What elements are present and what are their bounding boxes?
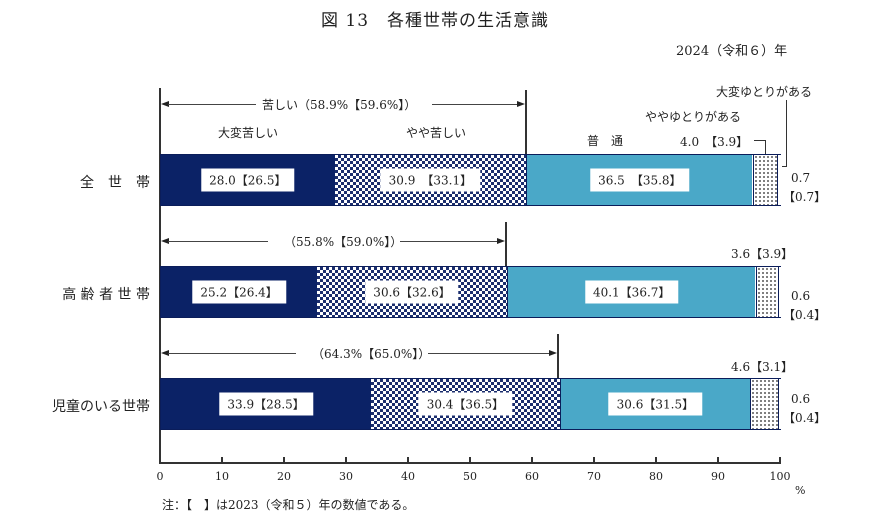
tick-label: 60 bbox=[525, 470, 539, 483]
tick-label: 40 bbox=[401, 470, 415, 483]
tick-label: 100 bbox=[769, 470, 791, 483]
chart-title: 図 13 各種世帯の生活意識 bbox=[320, 11, 550, 31]
tick bbox=[779, 457, 781, 462]
segment-very-comfortable bbox=[777, 379, 782, 429]
bracket-line bbox=[432, 104, 518, 105]
bracket-arrow-left bbox=[161, 101, 169, 107]
segment-very-hard: 25.2【26.4】 bbox=[161, 267, 318, 317]
tick-label: 70 bbox=[587, 470, 601, 483]
y-axis-line bbox=[159, 88, 161, 463]
segment-very-hard: 33.9【28.5】 bbox=[161, 379, 372, 429]
x-axis-line bbox=[159, 462, 781, 464]
tick bbox=[221, 457, 223, 462]
value-label-outside: 【0.4】 bbox=[783, 308, 827, 322]
tick-label: 0 bbox=[156, 470, 164, 483]
tick-label: 30 bbox=[339, 470, 353, 483]
value-label-outside: 0.6 bbox=[791, 392, 811, 406]
value-label: 30.6【31.5】 bbox=[608, 392, 703, 416]
tick-label: 50 bbox=[463, 470, 477, 483]
value-label: 30.4【36.5】 bbox=[418, 392, 513, 416]
stacked-bar-elderly-households: 25.2【26.4】 30.6【32.6】 40.1【36.7】 bbox=[160, 266, 782, 318]
legend-normal: 普 通 bbox=[587, 134, 624, 148]
tick-label: 10 bbox=[215, 470, 229, 483]
bracket-line bbox=[168, 104, 256, 105]
bracket-arrow-left bbox=[161, 350, 169, 356]
bracket-line bbox=[168, 353, 296, 354]
segment-normal: 36.5 【35.8】 bbox=[526, 155, 753, 205]
segment-somewhat-comfortable bbox=[750, 379, 778, 429]
tick bbox=[407, 457, 409, 462]
value-label: 28.0【26.5】 bbox=[201, 168, 295, 192]
bracket-arrow-right bbox=[497, 238, 505, 244]
hard-total-label: （64.3%【65.0%】） bbox=[312, 347, 431, 361]
row-label-elderly-households: 高 齢 者 世 帯 bbox=[62, 287, 150, 303]
leader-line bbox=[781, 166, 787, 167]
value-label-outside: 【0.4】 bbox=[783, 411, 827, 425]
hard-total-label: 苦しい（58.9%【59.6%】） bbox=[262, 98, 417, 112]
bracket-arrow-right bbox=[549, 350, 557, 356]
tick bbox=[531, 457, 533, 462]
segment-normal: 30.6【31.5】 bbox=[559, 379, 751, 429]
footnote: 注：【 】は2023（令和５）年の数値である。 bbox=[162, 498, 415, 512]
bracket-line bbox=[400, 241, 498, 242]
segment-somewhat-comfortable bbox=[752, 155, 778, 205]
leader-line bbox=[754, 140, 766, 141]
hard-total-label: （55.8%【59.0%】） bbox=[284, 235, 403, 249]
axis-unit: % bbox=[795, 484, 806, 497]
value-label-outside: 4.6【3.1】 bbox=[731, 360, 794, 374]
leader-line bbox=[786, 100, 787, 166]
stacked-bar-households-with-children: 33.9【28.5】 30.4【36.5】 30.6【31.5】 bbox=[160, 378, 782, 430]
legend-very-hard: 大変苦しい bbox=[218, 126, 279, 140]
segment-very-comfortable bbox=[777, 267, 782, 317]
bracket-arrow-right bbox=[517, 101, 525, 107]
legend-somewhat-hard: やや苦しい bbox=[406, 126, 467, 140]
value-label: 25.2【26.4】 bbox=[192, 280, 286, 304]
bracket-end-line bbox=[505, 222, 507, 266]
bracket-line bbox=[428, 353, 550, 354]
tick bbox=[593, 457, 595, 462]
tick bbox=[283, 457, 285, 462]
row-label-all-households: 全 世 帯 bbox=[80, 175, 150, 191]
value-label: 36.5 【35.8】 bbox=[590, 168, 690, 192]
value-label-outside: 0.7 bbox=[791, 171, 811, 185]
tick bbox=[717, 457, 719, 462]
chart-subtitle: 2024（令和６）年 bbox=[676, 44, 788, 59]
tick bbox=[345, 457, 347, 462]
legend-somewhat-comfortable: ややゆとりがある bbox=[645, 110, 742, 124]
row-label-households-with-children: 児童のいる世帯 bbox=[52, 399, 150, 415]
legend-very-comfortable: 大変ゆとりがある bbox=[716, 85, 813, 99]
bracket-end-line bbox=[557, 334, 559, 378]
value-label-outside: 3.6【3.9】 bbox=[731, 247, 794, 261]
tick-label: 20 bbox=[277, 470, 291, 483]
value-label: 30.6【32.6】 bbox=[365, 280, 459, 304]
bracket-line bbox=[168, 241, 268, 242]
value-label: 33.9【28.5】 bbox=[219, 392, 313, 416]
bracket-arrow-left bbox=[161, 238, 169, 244]
value-label: 30.9 【33.1】 bbox=[380, 168, 481, 192]
tick-label: 90 bbox=[711, 470, 725, 483]
tick bbox=[469, 457, 471, 462]
value-label: 40.1【36.7】 bbox=[584, 280, 679, 304]
segment-somewhat-hard: 30.4【36.5】 bbox=[371, 379, 560, 429]
tick-label: 80 bbox=[649, 470, 663, 483]
stacked-bar-all-households: 28.0【26.5】 30.9 【33.1】 36.5 【35.8】 bbox=[160, 154, 782, 206]
segment-somewhat-hard: 30.6【32.6】 bbox=[317, 267, 507, 317]
leader-line bbox=[765, 140, 766, 154]
tick bbox=[655, 457, 657, 462]
value-label-outside: 0.6 bbox=[791, 289, 811, 303]
value-label-outside: 4.0 【3.9】 bbox=[680, 135, 749, 149]
segment-very-comfortable bbox=[777, 155, 782, 205]
segment-very-hard: 28.0【26.5】 bbox=[161, 155, 335, 205]
segment-normal: 40.1【36.7】 bbox=[506, 267, 756, 317]
value-label-outside: 【0.7】 bbox=[783, 190, 827, 204]
segment-somewhat-comfortable bbox=[755, 267, 778, 317]
segment-somewhat-hard: 30.9 【33.1】 bbox=[334, 155, 527, 205]
bracket-end-line bbox=[525, 90, 527, 154]
